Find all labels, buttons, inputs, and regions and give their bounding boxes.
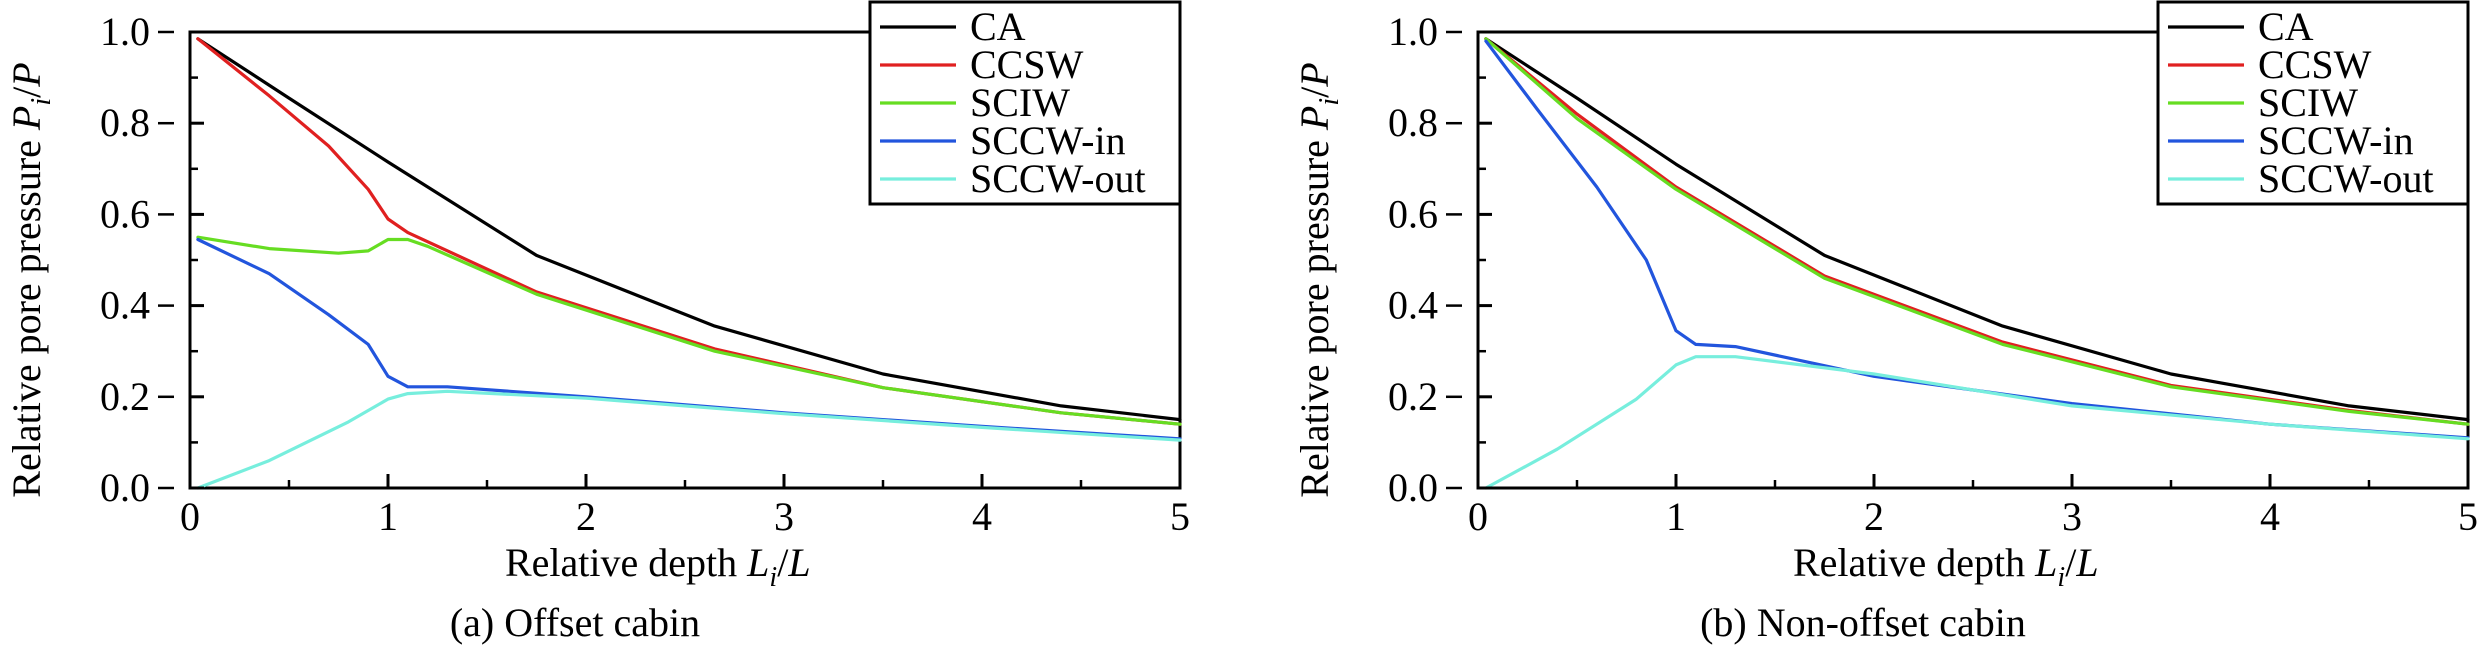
legend-label-sccw-in-b: SCCW-in	[2258, 118, 2414, 163]
x-axis-title-denom-a: L	[787, 540, 810, 585]
x-tick-label-b: 2	[1864, 494, 1884, 539]
series-line-sccw-out-b	[1484, 355, 2470, 490]
series-lines-b	[1484, 37, 2470, 490]
y-tick-label-a: 0.0	[100, 465, 150, 510]
x-axis-title-sub-a: i	[769, 562, 777, 593]
x-axis-title-main-a: Relative depth	[505, 540, 747, 585]
y-tick-label-b: 0.0	[1388, 465, 1438, 510]
legend-label-sciw-b: SCIW	[2258, 80, 2358, 125]
y-axis-title-main-a: Relative pore pressure	[4, 130, 49, 498]
y-tick-label-a: 0.2	[100, 374, 150, 419]
x-axis-title-var-a: L	[746, 540, 769, 585]
y-tick-label-b: 0.8	[1388, 100, 1438, 145]
x-axis-ticks-b: 0 1 2 3 4 5	[1468, 474, 2478, 539]
x-tick-label-a: 3	[774, 494, 794, 539]
series-line-sciw-b	[1484, 37, 2470, 426]
y-axis-title-slash-b: /	[1292, 86, 1337, 98]
x-axis-title-denom-b: L	[2075, 540, 2098, 585]
legend-label-ca-b: CA	[2258, 4, 2314, 49]
legend-label-ccsw-b: CCSW	[2258, 42, 2372, 87]
x-tick-label-b: 5	[2458, 494, 2478, 539]
series-lines-a	[196, 37, 1182, 490]
y-axis-title-main-b: Relative pore pressure	[1292, 130, 1337, 498]
series-line-sciw-a	[196, 235, 1182, 426]
caption-b: (b) Non-offset cabin	[1700, 600, 2026, 645]
x-axis-title-main-b: Relative depth	[1793, 540, 2035, 585]
x-axis-title-var-b: L	[2034, 540, 2057, 585]
x-tick-label-a: 1	[378, 494, 398, 539]
caption-a: (a) Offset cabin	[450, 600, 700, 645]
x-tick-label-a: 5	[1170, 494, 1190, 539]
legend-label-sccw-out-a: SCCW-out	[970, 156, 1146, 201]
x-tick-label-a: 2	[576, 494, 596, 539]
x-axis-title-sub-b: i	[2057, 562, 2065, 593]
x-axis-ticks-a: 0 1 2 3 4 5	[180, 474, 1190, 539]
y-axis-title-a: Relative pore pressure Pi/P	[4, 62, 57, 497]
y-tick-label-a: 0.8	[100, 100, 150, 145]
x-axis-title-slash-a: /	[777, 540, 789, 585]
x-tick-label-b: 3	[2062, 494, 2082, 539]
y-tick-label-a: 1.0	[100, 9, 150, 54]
y-tick-label-a: 0.6	[100, 191, 150, 236]
y-tick-label-a: 0.4	[100, 283, 150, 328]
y-axis-title-var-b: P	[1292, 106, 1337, 131]
x-axis-title-a: Relative depth Li/L	[505, 540, 811, 593]
y-axis-title-sub-b: i	[1314, 98, 1345, 106]
y-tick-label-b: 0.2	[1388, 374, 1438, 419]
y-axis-title-b: Relative pore pressure Pi/P	[1292, 62, 1345, 497]
legend-label-sciw-a: SCIW	[970, 80, 1070, 125]
series-line-ca-a	[196, 37, 1182, 422]
x-axis-title-b: Relative depth Li/L	[1793, 540, 2099, 593]
legend-label-ccsw-a: CCSW	[970, 42, 1084, 87]
y-axis-title-denom-b: P	[1292, 62, 1337, 87]
legend-label-sccw-out-b: SCCW-out	[2258, 156, 2434, 201]
y-axis-title-denom-a: P	[4, 62, 49, 87]
y-tick-label-b: 0.4	[1388, 283, 1438, 328]
y-axis-title-slash-a: /	[4, 86, 49, 98]
series-line-ca-b	[1484, 37, 2470, 422]
x-tick-label-b: 1	[1666, 494, 1686, 539]
y-axis-ticks-b: 0.0 0.2 0.4 0.6 0.8 1.0	[1388, 9, 1492, 510]
x-tick-label-a: 4	[972, 494, 992, 539]
x-tick-label-a: 0	[180, 494, 200, 539]
legend-label-ca-a: CA	[970, 4, 1026, 49]
y-tick-label-b: 0.6	[1388, 191, 1438, 236]
y-axis-title-sub-a: i	[26, 98, 57, 106]
y-tick-label-b: 1.0	[1388, 9, 1438, 54]
legend-box-b	[2156, 0, 2470, 206]
y-axis-ticks-a: 0.0 0.2 0.4 0.6 0.8 1.0	[100, 9, 204, 510]
x-axis-title-slash-b: /	[2065, 540, 2077, 585]
y-axis-title-var-a: P	[4, 106, 49, 131]
x-tick-label-b: 0	[1468, 494, 1488, 539]
series-line-sccw-out-a	[196, 389, 1182, 490]
x-tick-label-b: 4	[2260, 494, 2280, 539]
legend-label-sccw-in-a: SCCW-in	[970, 118, 1126, 163]
